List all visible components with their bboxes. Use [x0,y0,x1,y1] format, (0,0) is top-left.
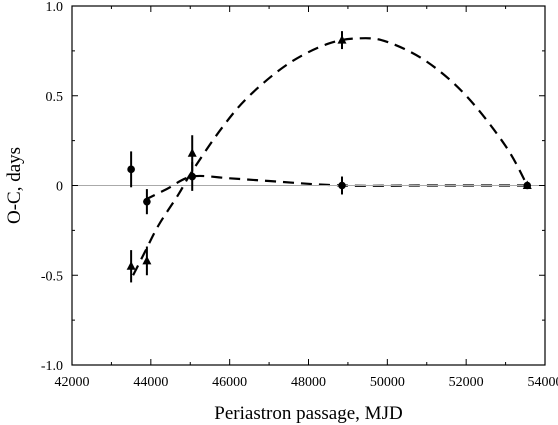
x-tick-label: 54000 [528,375,558,390]
y-tick-label: -1.0 [41,359,63,374]
x-axis: 42000 44000 46000 48000 50000 52000 54000 [55,6,558,390]
data-point-triangle [337,35,347,44]
data-point-triangle [522,180,532,189]
fit-curve-1 [144,174,528,201]
x-tick-label: 48000 [291,375,326,390]
x-tick-label: 44000 [133,375,168,390]
y-tick-label: 1.0 [46,0,64,15]
x-tick-label: 50000 [370,375,405,390]
data-point-circle [143,197,151,206]
y-axis: -1.0 -0.5 0 0.5 1.0 [41,0,545,374]
series-circle [127,151,532,215]
y-tick-label: -0.5 [41,269,63,284]
x-tick-label: 46000 [212,375,247,390]
data-series [126,31,532,283]
x-axis-label: Periastron passage, MJD [214,403,402,424]
x-tick-label: 42000 [55,375,90,390]
data-point-triangle [187,148,197,157]
y-tick-label: 0 [56,180,63,195]
data-point-circle [127,165,135,174]
data-point-circle [188,172,197,181]
y-axis-label: O-C, days [4,147,25,224]
y-tick-label: 0.5 [46,90,64,105]
data-point-triangle [142,255,152,265]
x-tick-label: 52000 [449,375,484,390]
fit-curves [132,37,529,276]
data-point-circle [338,181,346,190]
fit-curve-2 [132,37,529,276]
series-triangle [126,31,532,283]
data-point-triangle [126,261,136,270]
